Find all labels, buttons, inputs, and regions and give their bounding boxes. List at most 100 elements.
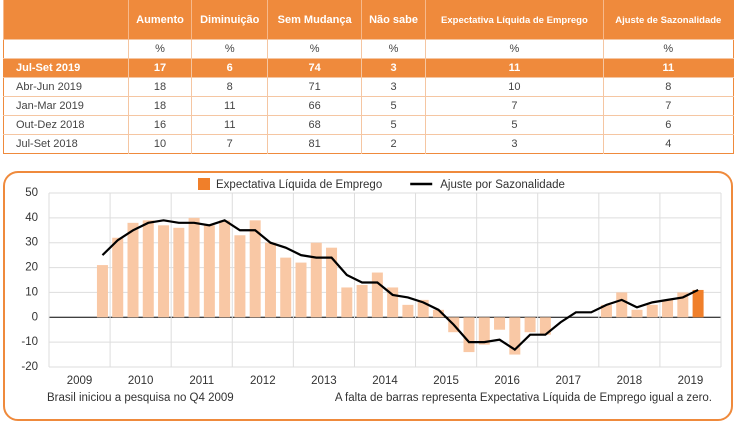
cell: 71 bbox=[267, 77, 362, 97]
row-label: Jul-Set 2018 bbox=[3, 134, 129, 154]
bar bbox=[127, 222, 139, 318]
cell: 4 bbox=[602, 134, 734, 154]
bar bbox=[142, 220, 154, 318]
y-tick-label: 50 bbox=[25, 187, 38, 199]
bar bbox=[631, 309, 643, 318]
y-tick-label: -10 bbox=[21, 336, 38, 348]
x-tick-label: 2014 bbox=[372, 375, 398, 387]
bar bbox=[158, 225, 170, 318]
bar bbox=[662, 299, 674, 318]
cell: 3 bbox=[425, 134, 604, 154]
y-tick-label: 40 bbox=[25, 212, 38, 224]
bar bbox=[188, 217, 200, 318]
table-row: Jul-Set 2019 17 6 74 3 11 11 bbox=[3, 58, 734, 78]
bar bbox=[310, 242, 322, 318]
column-header: Expectativa Líquida de Emprego bbox=[425, 0, 604, 40]
column-header: Diminuição bbox=[191, 0, 268, 40]
bar bbox=[173, 227, 185, 318]
bar bbox=[677, 292, 689, 318]
row-label: Out-Dez 2018 bbox=[3, 115, 129, 135]
cell: 11 bbox=[191, 96, 268, 116]
unit-row: %%%%%% bbox=[3, 39, 734, 59]
bar bbox=[234, 235, 246, 318]
cell: 16 bbox=[127, 115, 192, 135]
cell: 11 bbox=[425, 58, 604, 78]
bar bbox=[539, 317, 551, 335]
bar bbox=[249, 220, 261, 318]
x-tick-label: 2015 bbox=[433, 375, 459, 387]
unit-blank bbox=[3, 39, 129, 59]
cell: 17 bbox=[127, 58, 192, 78]
y-tick-label: 10 bbox=[25, 286, 38, 298]
unit-cell: % bbox=[602, 39, 734, 59]
cell: 10 bbox=[127, 134, 192, 154]
x-tick-label: 2013 bbox=[311, 375, 337, 387]
bar bbox=[417, 299, 429, 318]
cell: 74 bbox=[267, 58, 362, 78]
legend-swatch bbox=[198, 178, 210, 190]
bar bbox=[463, 317, 475, 353]
column-header: Ajuste de Sazonalidade bbox=[602, 0, 734, 40]
y-tick-label: -20 bbox=[21, 361, 38, 373]
bar bbox=[371, 272, 383, 318]
column-header: Não sabe bbox=[360, 0, 426, 40]
bar bbox=[326, 247, 338, 318]
bar bbox=[96, 265, 108, 318]
bar bbox=[402, 304, 414, 318]
column-header: Sem Mudança bbox=[267, 0, 362, 40]
x-tick-label: 2016 bbox=[494, 375, 520, 387]
bar bbox=[264, 242, 276, 318]
bar bbox=[478, 317, 490, 345]
header-row: Aumento Diminuição Sem Mudança Não sabe Expe… bbox=[3, 0, 734, 40]
chart-frame bbox=[3, 171, 733, 421]
unit-cell: % bbox=[127, 39, 192, 59]
cell: 7 bbox=[191, 134, 268, 154]
line bbox=[101, 219, 699, 352]
bar bbox=[203, 225, 215, 318]
table-row: Out-Dez 2018 16 11 68 5 5 6 bbox=[3, 115, 734, 135]
cell: 7 bbox=[602, 96, 734, 116]
bar bbox=[356, 284, 368, 318]
column-header: Aumento bbox=[127, 0, 192, 40]
cell: 2 bbox=[360, 134, 426, 154]
cell: 66 bbox=[267, 96, 362, 116]
cell: 18 bbox=[127, 96, 192, 116]
x-tick-label: 2019 bbox=[678, 375, 704, 387]
cell: 3 bbox=[360, 58, 426, 78]
bar bbox=[341, 287, 353, 318]
x-tick-label: 2018 bbox=[617, 375, 643, 387]
bar bbox=[692, 289, 704, 318]
x-tick-label: 2010 bbox=[128, 375, 154, 387]
bar bbox=[280, 257, 292, 318]
cell: 8 bbox=[602, 77, 734, 97]
x-tick-label: 2012 bbox=[250, 375, 276, 387]
cell: 10 bbox=[425, 77, 604, 97]
bar bbox=[295, 262, 307, 318]
bar bbox=[432, 309, 444, 318]
x-tick-label: 2017 bbox=[555, 375, 581, 387]
cell: 81 bbox=[267, 134, 362, 154]
note: A falta de barras representa Expectativa… bbox=[335, 392, 712, 404]
table-row: Jul-Set 2018 10 7 81 2 3 4 bbox=[3, 134, 734, 154]
y-tick-label: 30 bbox=[25, 237, 38, 249]
cell: 6 bbox=[191, 58, 268, 78]
y-tick-label: 20 bbox=[25, 262, 38, 274]
bar bbox=[646, 304, 658, 318]
bar bbox=[387, 287, 399, 318]
table-body: %%%%%% Jul-Set 2019 17 6 74 3 11 11 Abr-Jun 2019… bbox=[3, 39, 734, 154]
unit-cell: % bbox=[425, 39, 604, 59]
x-tick-label: 2011 bbox=[189, 375, 214, 387]
cell: 5 bbox=[360, 96, 426, 116]
unit-cell: % bbox=[360, 39, 426, 59]
cell: 68 bbox=[267, 115, 362, 135]
header-blank bbox=[3, 0, 129, 40]
unit-cell: % bbox=[191, 39, 268, 59]
cell: 5 bbox=[425, 115, 604, 135]
bar bbox=[616, 292, 628, 318]
row-label: Jan-Mar 2019 bbox=[3, 96, 129, 116]
table-row: Abr-Jun 2019 18 8 71 3 10 8 bbox=[3, 77, 734, 97]
legend-label: Ajuste por Sazonalidade bbox=[440, 179, 565, 191]
cell: 3 bbox=[360, 77, 426, 97]
